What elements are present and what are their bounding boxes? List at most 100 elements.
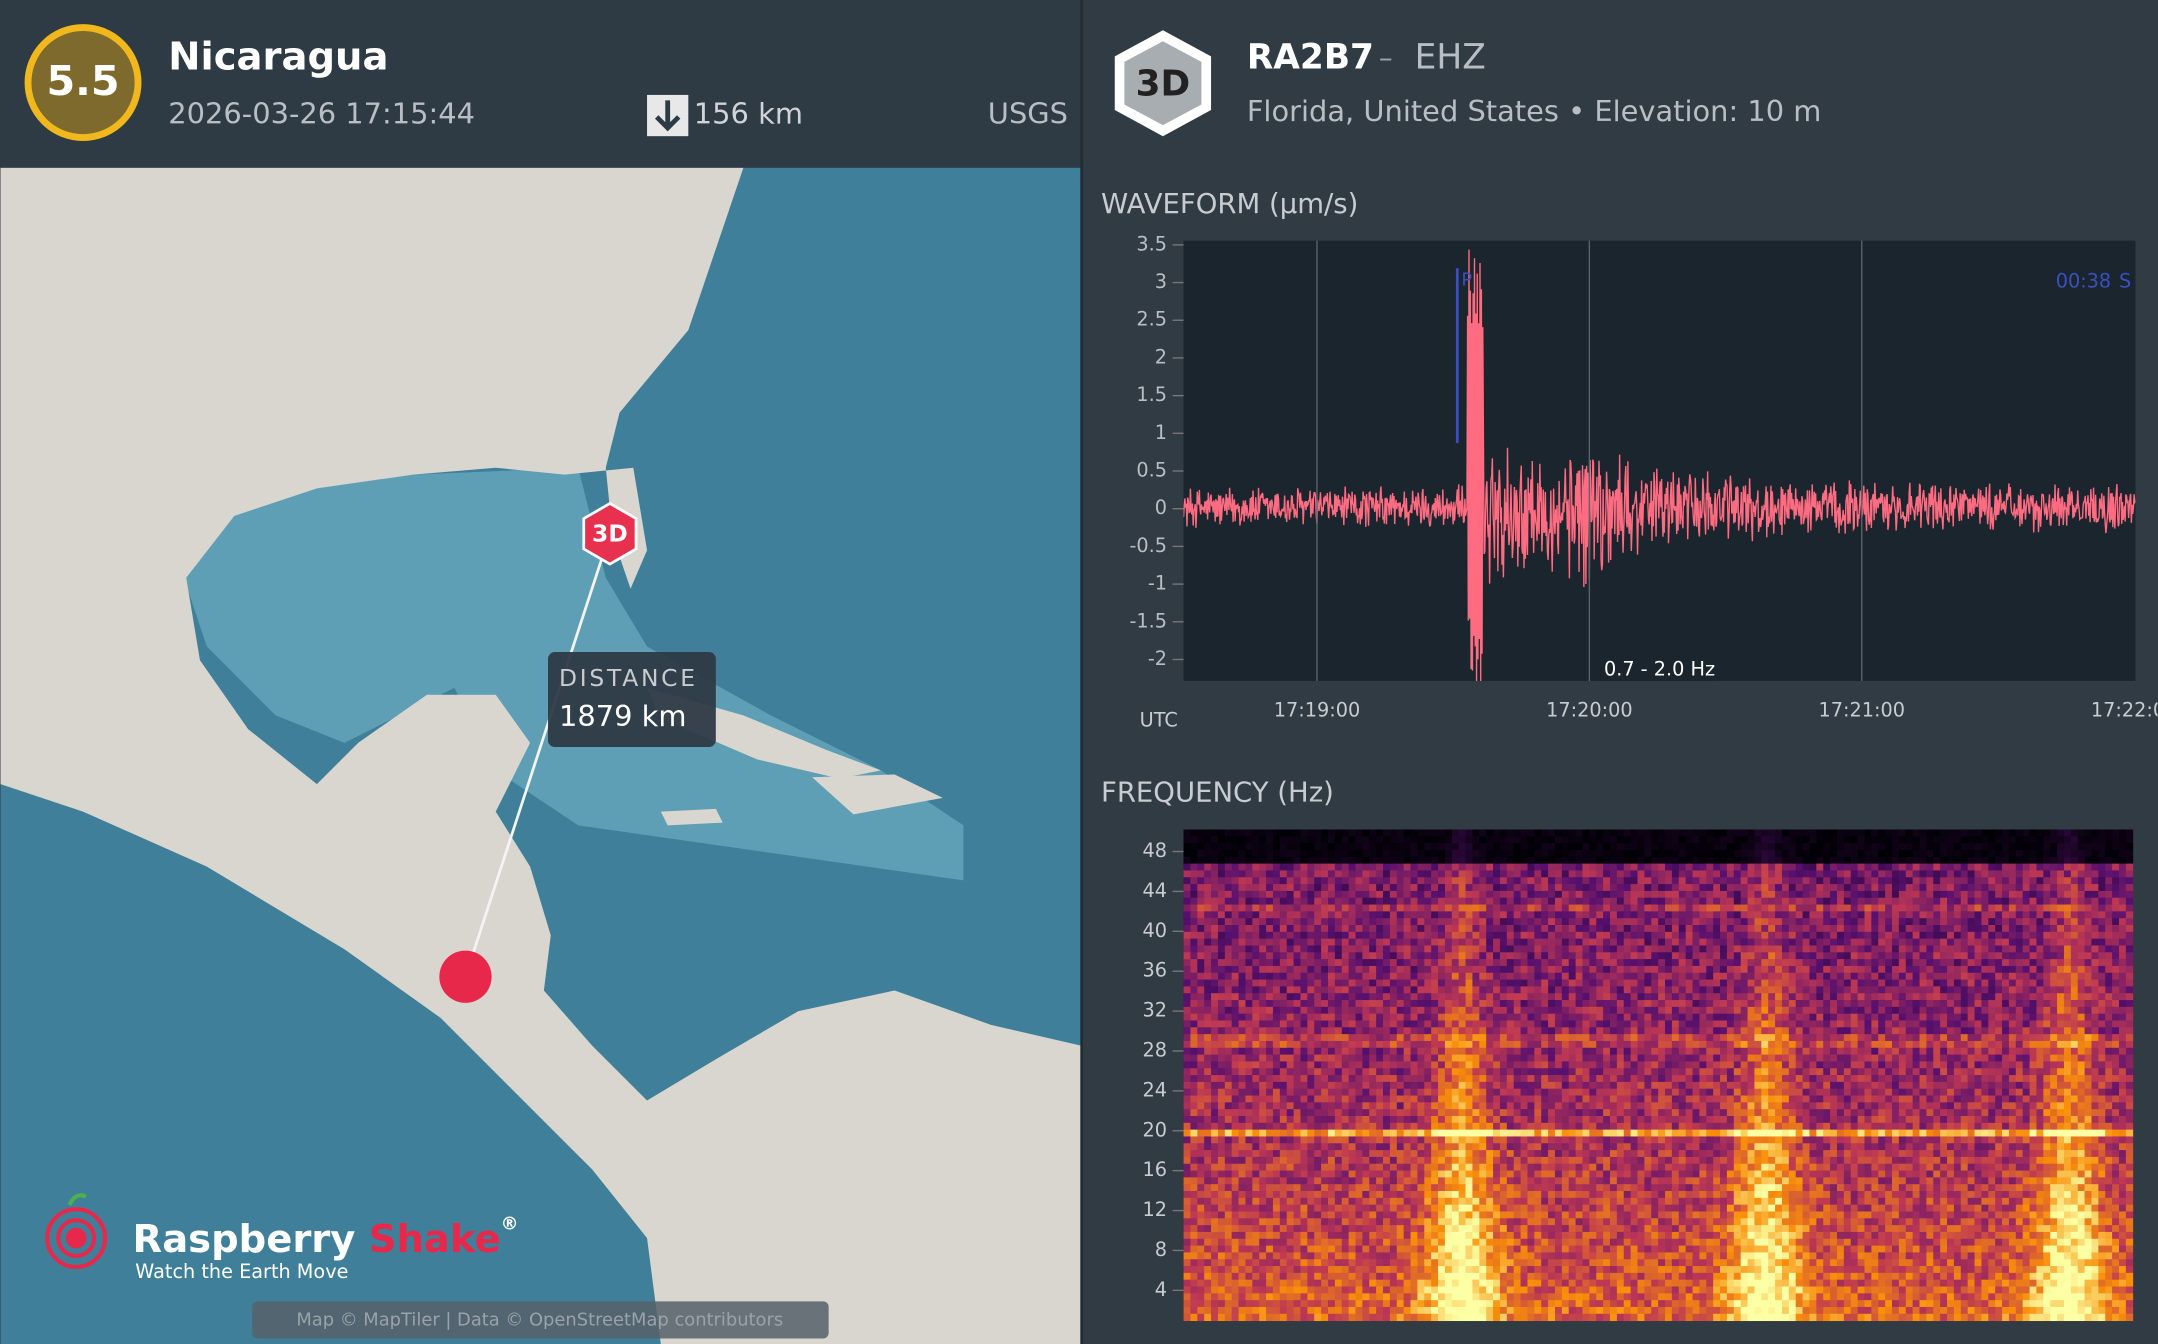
spectrogram-cell [1493,843,1501,851]
spectrogram-cell [1651,877,1659,885]
spectrogram-cell [1898,1013,1907,1021]
spectrogram-cell [1740,1006,1748,1015]
spectrogram-cell [1843,945,1852,953]
spectrogram-cell [1692,890,1700,899]
spectrogram-cell [1596,1061,1604,1069]
spectrogram-cell [1953,986,1962,994]
spectrogram-cell [1389,1013,1398,1021]
station-marker[interactable] [582,501,638,566]
spectrogram-cell [1953,918,1962,926]
spectrogram-cell [1898,1054,1907,1062]
spectrogram-cell [1204,1040,1212,1049]
spectrogram-cell [1431,918,1439,926]
spectrogram-cell [1720,1068,1728,1076]
spectrogram-cell [1905,1000,1914,1008]
spectrogram-cell [1864,836,1872,844]
spectrogram-cell [1534,993,1542,1001]
spectrogram-cell [1905,986,1914,994]
spectrogram-cell [1953,1013,1962,1021]
spectrogram-cell [1259,829,1267,837]
spectrogram-cell [1651,1040,1659,1049]
spectrogram-cell [1554,1047,1563,1056]
spectrogram-cell [1733,1034,1742,1042]
spectrogram-cell [1967,952,1975,960]
spectrogram-cell [1761,918,1769,926]
spectrogram-cell [1286,1000,1295,1008]
spectrogram-cell [1809,931,1817,940]
spectrogram-cell [2036,959,2044,967]
spectrogram-cell [1671,911,1680,919]
spectrogram-cell [1692,931,1700,940]
spectrogram-cell [1300,952,1308,960]
spectrogram-cell [2070,1054,2079,1062]
spectrogram-cell [1651,931,1659,940]
spectrogram-cell [1919,993,1927,1001]
spectrogram-cell [1403,1000,1411,1008]
spectrogram-cell [1720,918,1728,926]
spectrogram-cell [1314,890,1322,899]
spectrogram-cell [2002,829,2010,837]
spectrogram-cell [1671,1047,1680,1056]
spectrogram-cell [2098,1027,2106,1035]
spectrogram-cell [1217,965,1226,974]
attribution[interactable]: Map © MapTiler | Data © OpenStreetMap co… [296,1310,783,1331]
spectrogram-cell [1967,877,1975,885]
spectrogram-cell [1383,877,1391,885]
spectrogram-cell [1217,993,1226,1001]
spectrogram-cell [2063,925,2072,933]
spectrogram-cell [1947,843,1955,851]
map[interactable] [0,167,1081,1344]
spectrogram-cell [1493,836,1501,844]
spectrogram-cell [1424,870,1432,878]
spectrogram-cell [1499,972,1508,980]
spectrogram-cell [1947,1054,1955,1062]
spectrogram-cell [1947,849,1955,858]
spectrogram-cell [1582,925,1590,933]
spectrogram-cell [1747,925,1755,933]
spectrogram-cell [2084,897,2092,905]
spectrogram-cell [1231,1068,1239,1076]
spectrogram-cell [1623,884,1632,892]
spectrogram-cell [1596,1000,1604,1008]
spectrogram-cell [1506,1054,1515,1062]
spectrogram-cell [1217,856,1226,865]
spectrogram-cell [1967,897,1975,905]
spectrogram-cell [2105,1000,2113,1008]
magnitude-badge[interactable] [24,24,142,142]
spectrogram-cell [1630,884,1638,892]
spectrogram-cell [2050,1061,2058,1069]
spectrogram-cell [1217,1006,1226,1015]
spectrogram-cell [1871,877,1879,885]
spectrogram-cell [1396,931,1405,940]
spectrogram-cell [1603,849,1611,858]
spectrogram-cell [1266,904,1274,912]
spectrogram-cell [1933,1054,1941,1062]
spectrogram-cell [1499,884,1508,892]
spectrogram-cell [1775,979,1783,987]
epicenter-marker[interactable] [439,950,492,1003]
spectrogram-cell [1369,1020,1377,1028]
spectrogram-cell [2043,904,2051,912]
spectrogram-cell [1410,1047,1418,1056]
spectrogram-cell [2057,993,2065,1001]
spectrogram-cell [1720,897,1728,905]
spectrogram-cell [1534,829,1542,837]
spectrogram-cell [1596,1013,1604,1021]
spectrogram-cell [2063,938,2072,946]
spectrogram-cell [1238,911,1246,919]
spectrogram-cell [1355,965,1363,974]
spectrogram-cell [1293,918,1301,926]
spectrogram-cell [1967,993,1975,1001]
spectrogram-cell [1479,836,1487,844]
spectrogram-cell [1486,945,1494,953]
spectrogram-cell [1795,931,1803,940]
spectrogram-cell [1224,952,1233,960]
spectrogram-cell [1224,959,1233,967]
spectrogram-cell [1417,979,1425,987]
spectrogram-cell [1926,849,1934,858]
spectrogram-cell [2077,911,2086,919]
spectrogram-cell [1286,986,1295,994]
spectrogram-cell [1272,993,1281,1001]
spectrogram-cell [1389,1027,1398,1035]
spectrogram-cell [1630,1040,1638,1049]
